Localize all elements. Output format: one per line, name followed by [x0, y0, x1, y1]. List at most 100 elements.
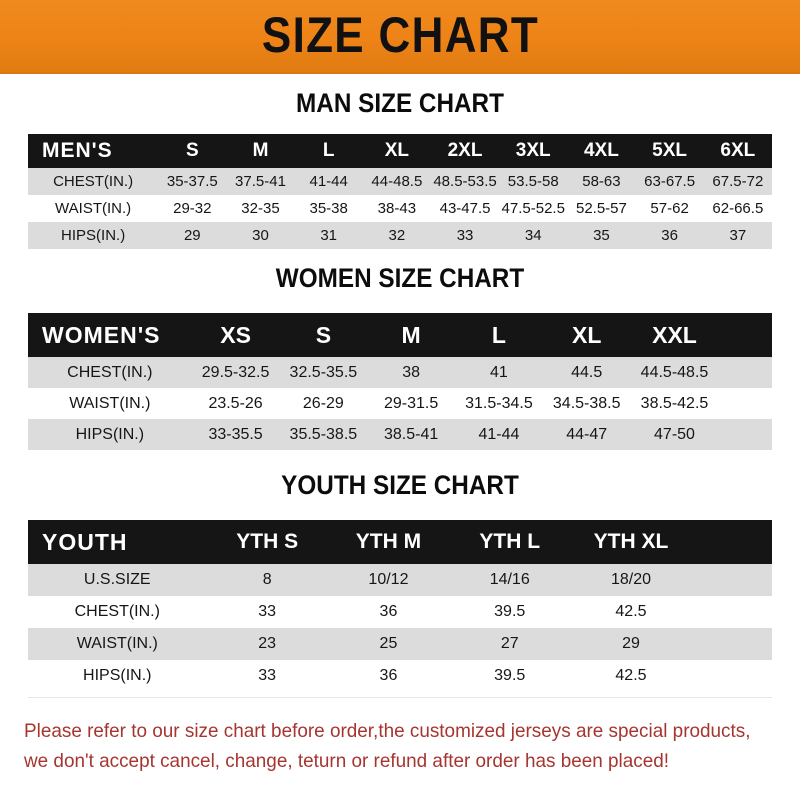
youth-ussize-xl: 18/20 [610, 571, 651, 588]
women-chest-xs: 29.5-32.5 [201, 363, 270, 381]
youth-hips-filler [692, 660, 772, 692]
women-size-col-m: M [367, 313, 456, 357]
women-size-col-s: S [279, 313, 368, 357]
table-row: HIPS(IN.) 29 30 31 32 33 34 35 36 37 [28, 222, 772, 249]
man-size-col-s: S [158, 134, 227, 168]
section-title-women: WOMEN SIZE CHART [275, 263, 525, 293]
women-header-filler [718, 313, 772, 357]
youth-chest-xl: 42.5 [615, 603, 647, 620]
disclaimer-line-2: we don't accept cancel, change, teturn o… [24, 750, 670, 773]
youth-size-col-xl: YTH XL [570, 520, 692, 564]
women-table-header-row: WOMEN'S XS S M L XL XXL [28, 313, 772, 357]
youth-hips-s: 33 [258, 667, 277, 684]
man-chest-6xl: 67.5-72 [712, 173, 764, 190]
women-hips-filler [718, 419, 772, 450]
table-row: WAIST(IN.) 23 25 27 29 [28, 628, 772, 660]
youth-size-table: YOUTH YTH S YTH M YTH L YTH XL U.S.SIZE … [28, 520, 772, 692]
youth-chest-l: 39.5 [494, 603, 526, 620]
man-waist-3xl: 47.5-52.5 [501, 200, 565, 217]
women-chest-filler [718, 357, 772, 388]
section-title-youth: YOUTH SIZE CHART [281, 470, 519, 500]
youth-hips-l: 39.5 [494, 667, 526, 684]
youth-waist-xl: 29 [622, 635, 640, 652]
man-row-label-chest: CHEST(IN.) [53, 173, 134, 190]
man-size-col-5xl: 5XL [635, 134, 704, 168]
page-banner: SIZE CHART [0, 0, 800, 74]
women-size-col-xxl: XXL [630, 313, 719, 357]
man-row-label-hips: HIPS(IN.) [61, 227, 126, 244]
man-waist-6xl: 62-66.5 [712, 200, 764, 217]
youth-size-col-l: YTH L [449, 520, 571, 564]
table-row: CHEST(IN.) 35-37.5 37.5-41 41-44 44-48.5… [28, 168, 772, 195]
youth-size-col-m: YTH M [327, 520, 450, 564]
page-title: SIZE CHART [261, 6, 539, 63]
man-hips-5xl: 36 [661, 227, 678, 244]
man-hips-3xl: 34 [524, 227, 542, 244]
table-row: CHEST(IN.) 33 36 39.5 42.5 [28, 596, 772, 628]
women-hips-l: 41-44 [478, 425, 520, 443]
women-waist-xs: 23.5-26 [208, 394, 263, 412]
man-waist-5xl: 57-62 [650, 200, 689, 217]
youth-waist-filler [692, 628, 772, 660]
man-size-col-2xl: 2XL [430, 134, 500, 168]
women-row-label-chest: CHEST(IN.) [67, 363, 153, 381]
youth-size-table-wrapper: YOUTH YTH S YTH M YTH L YTH XL U.S.SIZE … [28, 520, 772, 692]
man-hips-2xl: 33 [456, 227, 474, 244]
youth-hips-m: 36 [379, 667, 398, 684]
man-size-table: MEN'S S M L XL 2XL 3XL 4XL 5XL 6XL CHEST… [28, 134, 772, 249]
man-chest-3xl: 53.5-58 [507, 173, 559, 190]
man-hips-s: 29 [183, 227, 201, 244]
youth-hips-xl: 42.5 [615, 667, 647, 684]
man-hips-6xl: 37 [729, 227, 747, 244]
disclaimer-line-1: Please refer to our size chart before or… [24, 720, 751, 742]
youth-chest-m: 36 [379, 603, 398, 620]
youth-ussize-s: 8 [262, 571, 272, 588]
youth-table-header-row: YOUTH YTH S YTH M YTH L YTH XL [28, 520, 772, 564]
women-hips-s: 35.5-38.5 [289, 425, 358, 443]
man-size-col-m: M [226, 134, 295, 168]
man-chest-5xl: 63-67.5 [644, 173, 696, 190]
man-chest-l: 41-44 [309, 173, 348, 190]
women-hips-m: 38.5-41 [384, 425, 439, 443]
youth-ussize-l: 14/16 [489, 571, 530, 588]
women-header-corner: WOMEN'S [28, 313, 192, 357]
man-chest-m: 37.5-41 [235, 173, 286, 190]
youth-row-label-waist: WAIST(IN.) [76, 635, 158, 652]
youth-chest-s: 33 [258, 603, 277, 620]
women-row-label-waist: WAIST(IN.) [69, 394, 151, 412]
women-waist-filler [718, 388, 772, 419]
women-chest-s: 32.5-35.5 [289, 363, 358, 381]
man-header-corner: MEN'S [28, 134, 159, 168]
man-size-col-3xl: 3XL [499, 134, 568, 168]
table-row: HIPS(IN.) 33-35.5 35.5-38.5 38.5-41 41-4… [28, 419, 772, 450]
table-row: WAIST(IN.) 23.5-26 26-29 29-31.5 31.5-34… [28, 388, 772, 419]
youth-chest-filler [692, 596, 772, 628]
man-row-label-waist: WAIST(IN.) [55, 200, 132, 217]
table-row: HIPS(IN.) 33 36 39.5 42.5 [28, 660, 772, 692]
women-row-label-hips: HIPS(IN.) [75, 425, 145, 443]
women-size-table-wrapper: WOMEN'S XS S M L XL XXL CHEST(IN.) 29.5-… [28, 313, 772, 450]
man-size-table-wrapper: MEN'S S M L XL 2XL 3XL 4XL 5XL 6XL CHEST… [28, 134, 772, 249]
women-waist-xxl: 38.5-42.5 [640, 394, 709, 412]
man-size-col-6xl: 6XL [703, 134, 772, 168]
man-chest-2xl: 48.5-53.5 [433, 173, 497, 190]
man-hips-xl: 32 [388, 227, 406, 244]
youth-ussize-m: 10/12 [368, 571, 409, 588]
women-size-table: WOMEN'S XS S M L XL XXL CHEST(IN.) 29.5-… [28, 313, 772, 450]
man-size-col-l: L [294, 134, 363, 168]
women-size-col-xl: XL [542, 313, 631, 357]
youth-header-corner: YOUTH [28, 520, 207, 564]
man-waist-xl: 38-43 [377, 200, 417, 217]
man-table-header-row: MEN'S S M L XL 2XL 3XL 4XL 5XL 6XL [28, 134, 772, 168]
youth-ussize-filler [692, 564, 772, 596]
divider [28, 697, 772, 698]
youth-row-label-ussize: U.S.SIZE [83, 571, 151, 588]
man-waist-2xl: 43-47.5 [439, 200, 491, 217]
youth-header-filler [691, 520, 772, 564]
man-size-col-xl: XL [362, 134, 431, 168]
man-chest-xl: 44-48.5 [371, 173, 423, 190]
man-waist-s: 29-32 [173, 200, 212, 217]
women-chest-l: 41 [490, 363, 508, 381]
man-size-col-4xl: 4XL [567, 134, 636, 168]
